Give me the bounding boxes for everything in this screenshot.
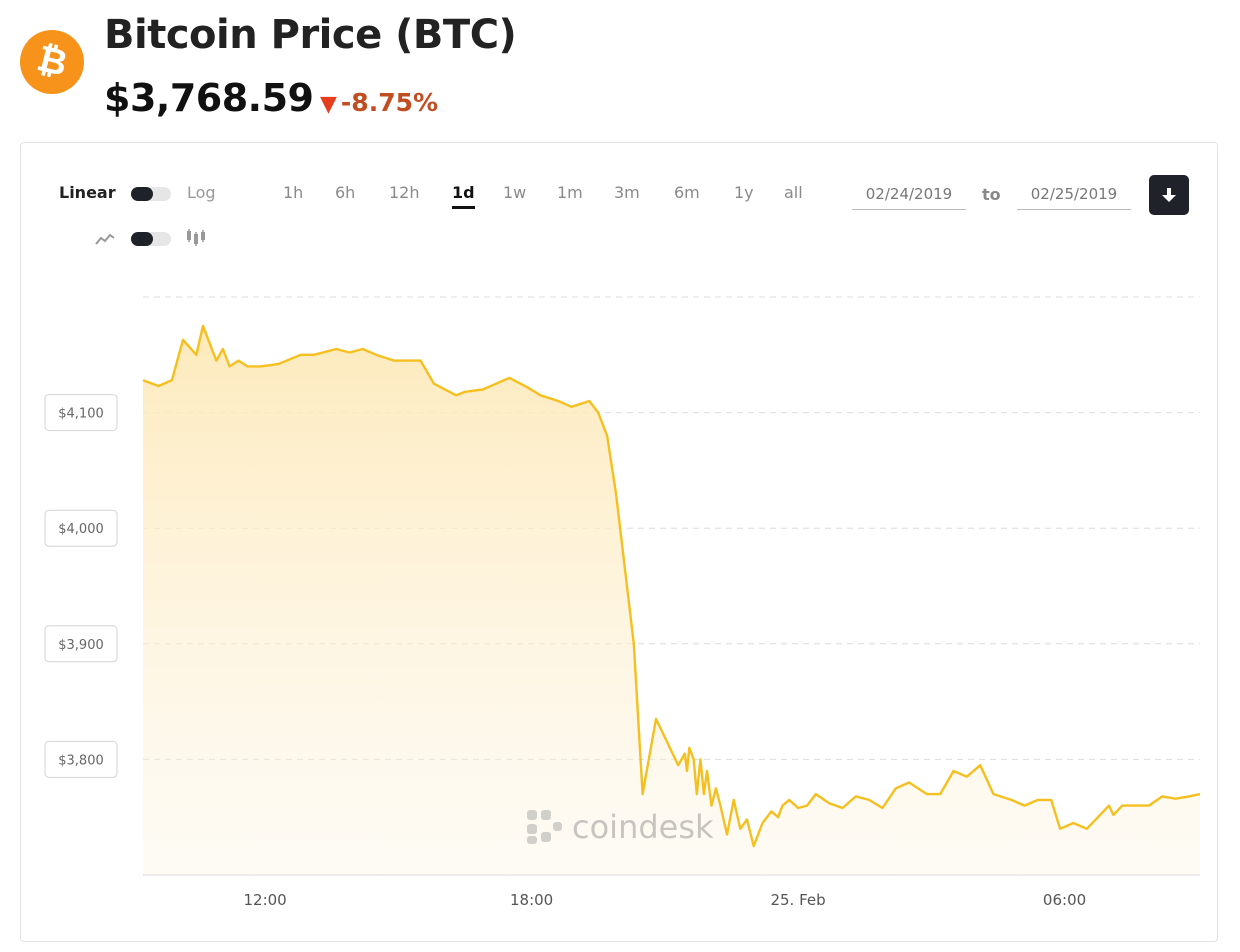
page-header: ₿ Bitcoin Price (BTC) $3,768.59 ▼ -8.75% <box>0 0 1240 130</box>
y-tick-box <box>44 394 118 432</box>
range-1y[interactable]: 1y <box>734 183 754 202</box>
coindesk-watermark: coindesk <box>527 808 714 846</box>
y-tick-text: $4,000 <box>58 522 104 537</box>
y-tick-box <box>44 740 118 778</box>
coindesk-logo-icon <box>527 810 562 844</box>
current-price: $3,768.59 <box>104 76 314 120</box>
x-tick-label: 06:00 <box>1043 891 1086 909</box>
date-to-field[interactable] <box>1017 179 1131 210</box>
price-series-line <box>142 324 1201 848</box>
y-tick-box <box>44 625 118 663</box>
y-tick-text: $3,900 <box>58 638 104 653</box>
price-area-fill <box>143 325 1200 875</box>
scale-toggle-knob <box>131 187 153 201</box>
y-tick-label: $4,100 <box>44 394 118 432</box>
y-tick-text: $4,100 <box>58 407 104 422</box>
price-change: ▼ -8.75% <box>320 88 438 117</box>
range-3m[interactable]: 3m <box>614 183 640 202</box>
x-tick-label: 18:00 <box>510 891 553 909</box>
coindesk-watermark-text: coindesk <box>572 808 714 846</box>
range-6h[interactable]: 6h <box>335 183 356 202</box>
download-icon <box>1162 188 1176 202</box>
page-title: Bitcoin Price (BTC) <box>104 12 517 58</box>
candlestick-icon[interactable] <box>185 228 207 248</box>
y-tick-label: $4,000 <box>44 509 118 547</box>
linear-scale-label[interactable]: Linear <box>59 183 116 202</box>
range-1h[interactable]: 1h <box>283 183 304 202</box>
date-from-field[interactable] <box>852 179 966 210</box>
range-1m[interactable]: 1m <box>557 183 583 202</box>
chart-type-toggle-knob <box>131 232 153 246</box>
range-6m[interactable]: 6m <box>674 183 700 202</box>
scale-toggle[interactable] <box>131 187 171 201</box>
range-1w[interactable]: 1w <box>503 183 527 202</box>
y-tick-label: $3,900 <box>44 625 118 663</box>
bitcoin-logo-icon: ₿ <box>20 30 84 94</box>
date-range-to-label: to <box>982 185 1001 204</box>
range-12h[interactable]: 12h <box>389 183 420 202</box>
y-tick-label: $3,800 <box>44 740 118 778</box>
x-tick-label: 12:00 <box>244 891 287 909</box>
chart-type-toggle[interactable] <box>131 232 171 246</box>
x-tick-label: 25. Feb <box>770 891 825 909</box>
price-change-value: -8.75% <box>340 88 439 117</box>
y-tick-text: $3,800 <box>58 753 104 768</box>
y-tick-box <box>44 509 118 547</box>
down-arrow-icon: ▼ <box>320 92 337 117</box>
log-scale-label[interactable]: Log <box>187 183 216 202</box>
download-button[interactable] <box>1149 175 1189 215</box>
range-all[interactable]: all <box>784 183 803 202</box>
range-1d[interactable]: 1d <box>452 183 475 209</box>
line-chart-icon[interactable] <box>95 231 115 247</box>
